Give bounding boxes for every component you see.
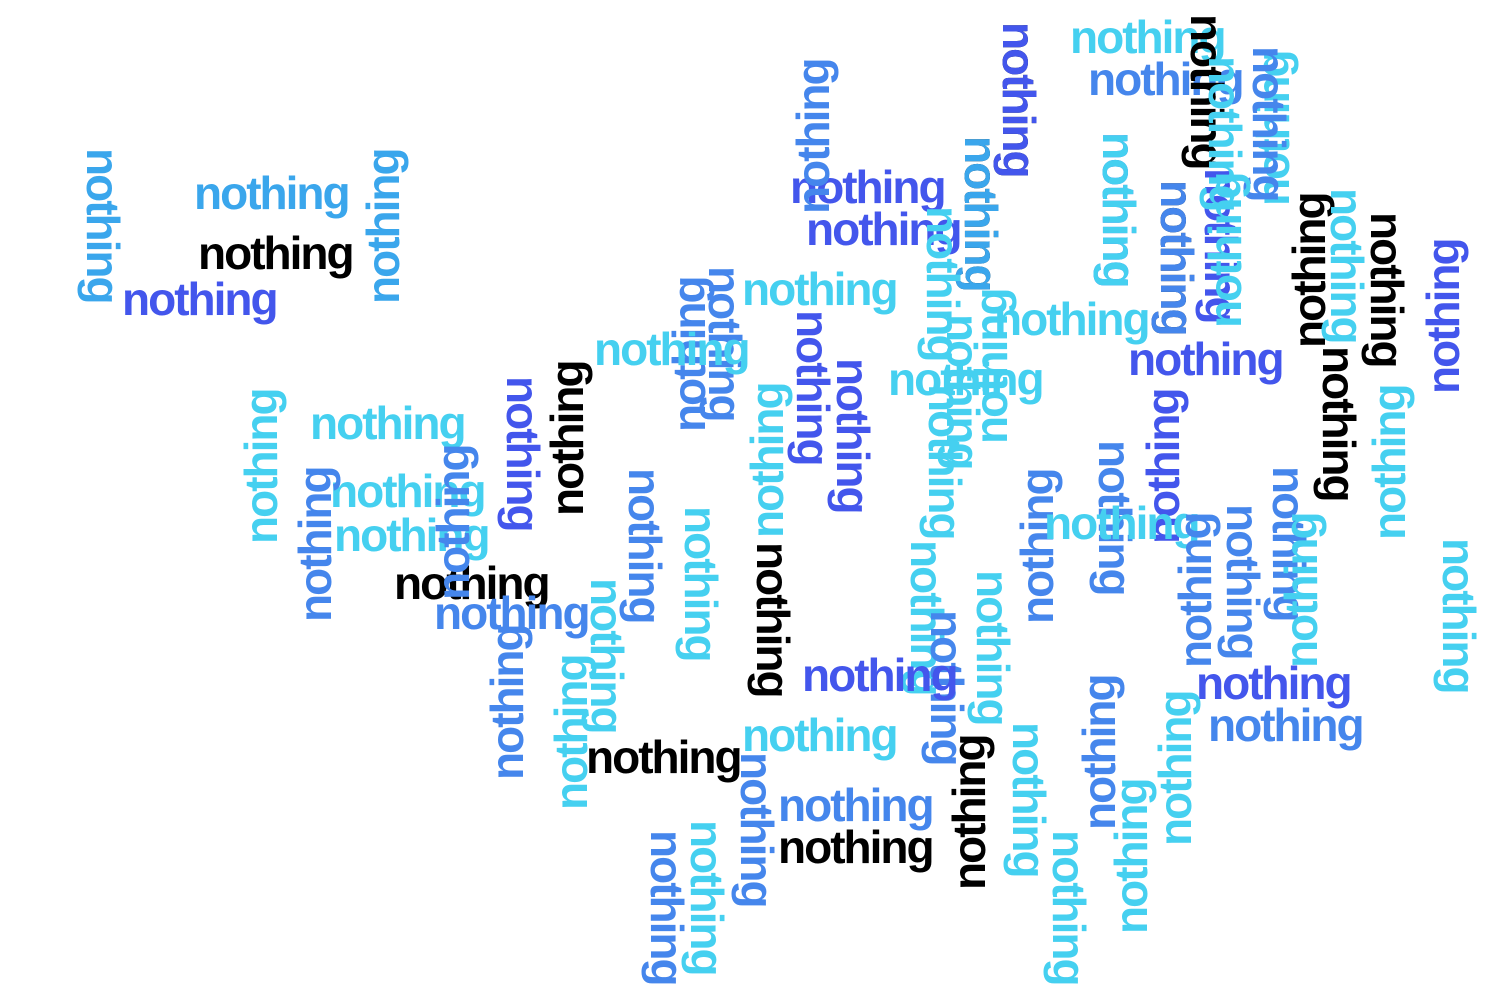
- word-cloud-word: nothing: [787, 59, 839, 214]
- word-cloud-word: nothing: [742, 263, 899, 315]
- word-cloud-word: nothing: [827, 358, 879, 513]
- word-cloud-word: nothing: [1275, 513, 1327, 668]
- word-cloud-word: nothing: [497, 376, 549, 531]
- word-cloud-word: nothing: [967, 570, 1019, 725]
- word-cloud-word: nothing: [1361, 212, 1413, 367]
- word-cloud-word: nothing: [741, 383, 793, 538]
- word-cloud-word: nothing: [778, 821, 935, 873]
- word-cloud-word: nothing: [394, 557, 551, 609]
- word-cloud-word: nothing: [888, 353, 1045, 405]
- word-cloud-word: nothing: [994, 293, 1151, 345]
- word-cloud-word: nothing: [965, 289, 1017, 444]
- word-cloud-word: nothing: [778, 779, 935, 831]
- word-cloud-word: nothing: [334, 509, 491, 561]
- word-cloud-word: nothing: [330, 465, 487, 517]
- word-cloud-word: nothing: [1313, 346, 1365, 501]
- word-cloud-word: nothing: [541, 361, 593, 516]
- word-cloud-word: nothing: [235, 389, 287, 544]
- word-cloud-word: nothing: [1199, 173, 1251, 328]
- word-cloud-word: nothing: [122, 273, 279, 325]
- word-cloud-word: nothing: [198, 227, 355, 279]
- word-cloud-word: nothing: [581, 578, 633, 733]
- word-cloud-word: nothing: [802, 649, 959, 701]
- word-cloud-word: nothing: [1043, 830, 1095, 985]
- word-cloud-word: nothing: [747, 542, 799, 697]
- word-cloud-word: nothing: [586, 731, 743, 783]
- word-cloud-word: nothing: [1196, 657, 1353, 709]
- word-cloud-word: nothing: [641, 830, 693, 985]
- word-cloud-word: nothing: [1070, 11, 1227, 63]
- word-cloud-word: nothing: [675, 506, 727, 661]
- word-cloud-word: nothing: [1217, 504, 1269, 659]
- word-cloud-word: nothing: [434, 587, 591, 639]
- word-cloud-word: nothing: [1433, 538, 1485, 693]
- word-cloud-word: nothing: [731, 752, 783, 907]
- word-cloud-word: nothing: [1088, 53, 1245, 105]
- word-cloud-word: nothing: [790, 161, 947, 213]
- word-cloud-word: nothing: [1105, 779, 1157, 934]
- word-cloud-word: nothing: [1208, 699, 1365, 751]
- word-cloud-word: nothing: [310, 397, 467, 449]
- word-cloud-word: nothing: [1128, 333, 1285, 385]
- word-cloud-word: nothing: [594, 323, 751, 375]
- word-cloud-word: nothing: [289, 467, 341, 622]
- word-cloud-word: nothing: [1363, 385, 1415, 540]
- word-cloud-word: nothing: [943, 735, 995, 890]
- word-cloud-word: nothing: [1151, 180, 1203, 335]
- word-cloud-word: nothing: [919, 384, 971, 539]
- word-cloud-word: nothing: [1169, 513, 1221, 668]
- word-cloud-word: nothing: [742, 709, 899, 761]
- word-cloud-word: nothing: [1417, 239, 1469, 394]
- word-cloud-word: nothing: [1243, 46, 1295, 201]
- word-cloud-word: nothing: [481, 625, 533, 780]
- word-cloud-word: nothing: [357, 149, 409, 304]
- word-cloud-word: nothing: [1149, 691, 1201, 846]
- word-cloud-word: nothing: [77, 148, 129, 303]
- word-cloud-word: nothing: [1093, 132, 1145, 287]
- word-cloud-word: nothing: [194, 167, 351, 219]
- word-cloud-word: nothing: [917, 206, 969, 361]
- word-cloud-word: nothing: [806, 203, 963, 255]
- word-cloud-word: nothing: [1044, 497, 1201, 549]
- word-cloud-word: nothing: [427, 445, 479, 600]
